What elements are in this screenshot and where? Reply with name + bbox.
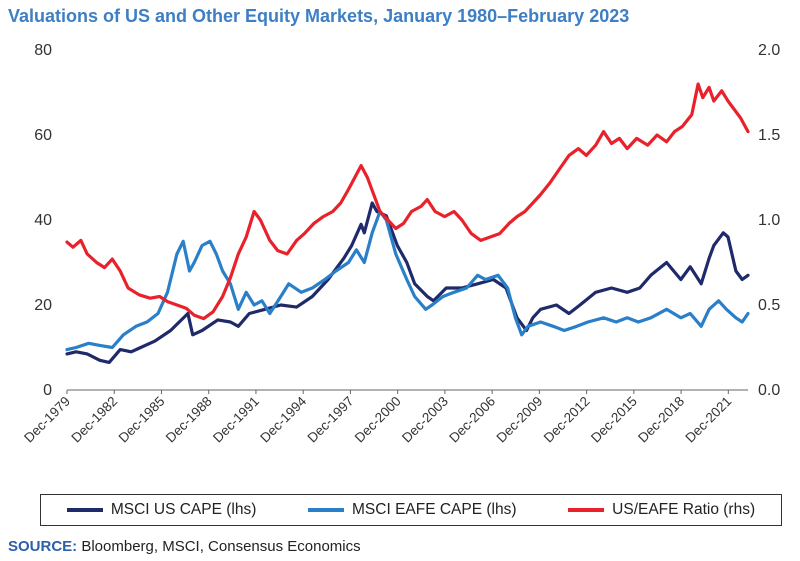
x-axis-tick-label: Dec-2009 <box>493 394 545 446</box>
legend-label-us-cape: MSCI US CAPE (lhs) <box>110 501 257 518</box>
chart-canvas: 0 20 40 60 80 0.0 0.5 1.0 1.5 2.0 Dec-1979Dec-1982… <box>21 42 780 446</box>
legend-item-eafe-cape: MSCI EAFE CAPE (lhs) <box>308 501 517 519</box>
x-axis-tick-label: Dec-2003 <box>399 394 451 446</box>
x-axis-tick-label: Dec-1997 <box>305 394 357 446</box>
x-axis-tick-label: Dec-2015 <box>588 394 640 446</box>
chart-title: Valuations of US and Other Equity Market… <box>8 6 630 26</box>
legend-label-ratio: US/EAFE Ratio (rhs) <box>612 501 756 518</box>
x-axis-tick-label: Dec-1994 <box>257 393 309 445</box>
x-axis-tick-label: Dec-1985 <box>116 394 168 446</box>
left-axis-tick-label: 0 <box>43 382 52 399</box>
left-axis-tick-label: 40 <box>34 212 52 229</box>
legend-swatch-ratio <box>568 508 605 512</box>
legend-item-ratio: US/EAFE Ratio (rhs) <box>568 501 755 519</box>
right-axis-tick-label: 1.5 <box>758 127 780 144</box>
legend-label-eafe-cape: MSCI EAFE CAPE (lhs) <box>352 501 517 518</box>
x-axis-tick-label: Dec-1979 <box>21 394 73 446</box>
right-axis-tick-label: 0.0 <box>758 382 780 399</box>
legend-item-us-cape: MSCI US CAPE (lhs) <box>66 501 257 519</box>
left-axis-tick-label: 80 <box>34 42 52 59</box>
x-axis-tick-label: Dec-2018 <box>635 394 687 446</box>
series-line-ratio <box>65 82 750 321</box>
legend-swatch-eafe-cape <box>308 508 345 512</box>
x-axis-tick-label: Dec-2012 <box>541 394 593 446</box>
left-axis-tick-label: 20 <box>34 297 52 314</box>
series-line-us-cape <box>65 201 750 364</box>
legend-swatch-us-cape <box>66 508 103 512</box>
source-label: SOURCE: <box>8 538 78 555</box>
right-axis-tick-label: 1.0 <box>758 212 780 229</box>
left-axis-tick-label: 60 <box>34 127 52 144</box>
x-axis-tick-label: Dec-2000 <box>352 394 404 446</box>
x-axis-tick-label: Dec-2021 <box>682 394 734 446</box>
source-text: Bloomberg, MSCI, Consensus Economics <box>81 538 361 555</box>
chart-legend: MSCI US CAPE (lhs) MSCI EAFE CAPE (lhs) … <box>40 494 782 526</box>
right-axis-tick-label: 0.5 <box>758 297 780 314</box>
chart-axes: 0 20 40 60 80 0.0 0.5 1.0 1.5 2.0 Dec-1979Dec-1982… <box>21 42 780 446</box>
right-axis-tick-label: 2.0 <box>758 42 780 59</box>
x-axis-tick-label: Dec-1991 <box>210 394 262 446</box>
x-axis-tick-label: Dec-2006 <box>446 394 498 446</box>
x-axis-tick-label: Dec-1988 <box>163 394 215 446</box>
source-note: SOURCE: Bloomberg, MSCI, Consensus Econo… <box>8 538 361 555</box>
chart-series-lines <box>65 82 750 364</box>
x-axis-tick-label: Dec-1982 <box>68 394 120 446</box>
